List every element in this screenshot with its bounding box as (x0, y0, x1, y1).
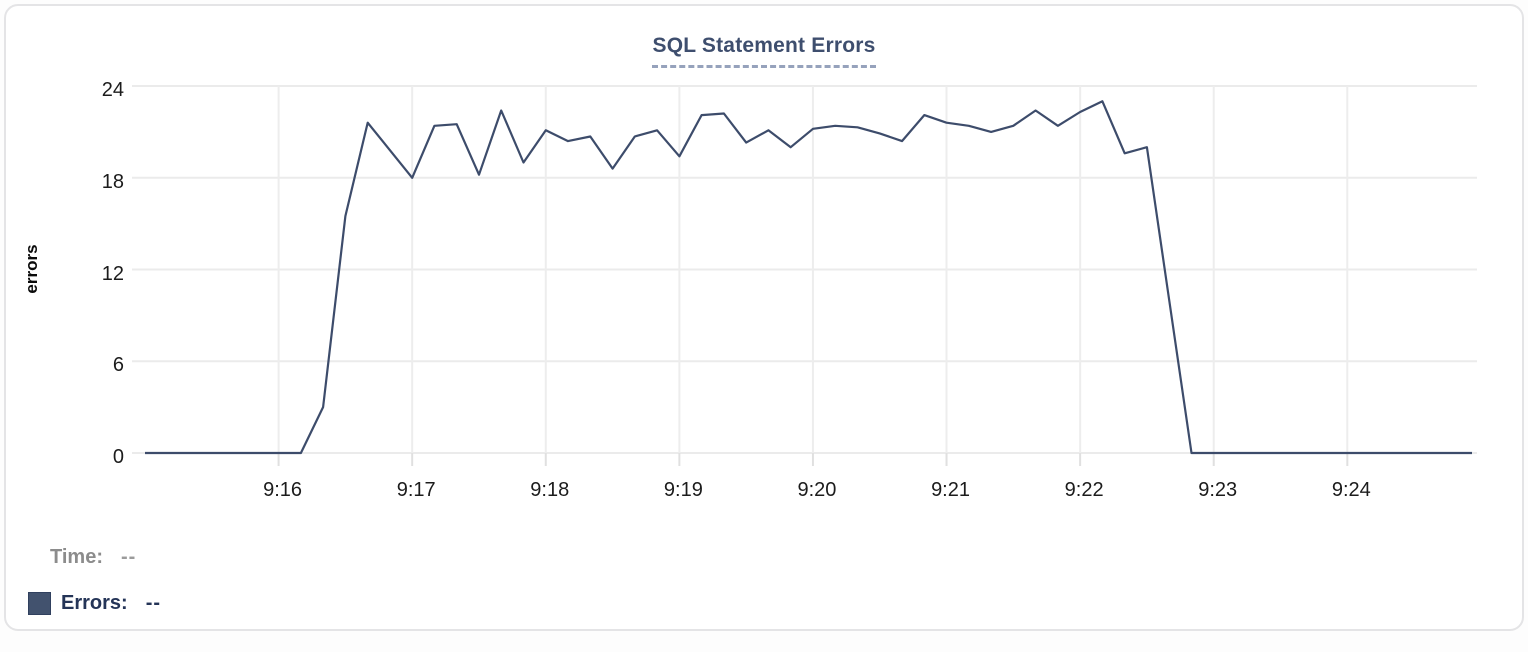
y-tick-label: 18 (101, 170, 124, 193)
y-tick-label: 24 (101, 79, 124, 101)
legend-errors-label: Errors: (61, 592, 128, 614)
chart-title[interactable]: SQL Statement Errors (652, 34, 876, 68)
x-tick-label: 9:16 (263, 479, 303, 501)
x-tick-label: 9:21 (931, 479, 970, 501)
legend-errors-value: -- (145, 592, 162, 614)
errors-line-chart[interactable] (6, 6, 1526, 633)
legend-row-errors: Errors: -- (28, 592, 161, 615)
x-tick-label: 9:22 (1064, 479, 1104, 501)
legend-time-value: -- (120, 546, 137, 568)
y-tick-label: 6 (112, 354, 124, 377)
y-tick-label: 0 (112, 446, 124, 468)
x-tick-label: 9:17 (396, 479, 436, 501)
x-tick-label: 9:19 (663, 479, 703, 501)
legend-row-time: Time: -- (50, 546, 136, 569)
x-tick-label: 9:18 (530, 479, 570, 501)
errors-series-line (145, 100, 1472, 455)
chart-card: SQL Statement Errors errors 0 6 12 18 24 9:1… (4, 4, 1524, 631)
legend-time-label: Time: (50, 546, 103, 568)
x-tick-label: 9:23 (1198, 479, 1238, 501)
y-tick-label: 12 (101, 262, 124, 285)
errors-series-swatch-icon (28, 592, 51, 615)
x-tick-label: 9:20 (797, 479, 837, 501)
chart-header: SQL Statement Errors (6, 34, 1522, 68)
x-tick-label: 9:24 (1331, 479, 1371, 501)
